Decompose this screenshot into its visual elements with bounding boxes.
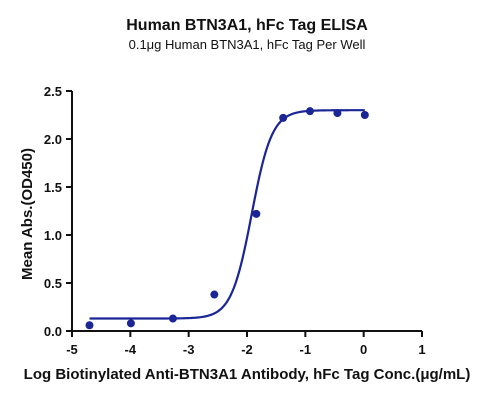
data-point: [252, 209, 261, 218]
x-axis-title: Log Biotinylated Anti-BTN3A1 Antibody, h…: [24, 366, 471, 383]
data-point: [210, 290, 219, 299]
data-point: [306, 107, 314, 116]
fit-curve-layer: [89, 109, 365, 320]
chart-subtitle: 0.1μg Human BTN3A1, hFc Tag Per Well: [129, 37, 366, 52]
y-axis-ticks: 0.0 0.5 1.0 1.5 2.0 2.5: [44, 84, 72, 339]
data-point: [168, 314, 177, 323]
x-tick-label: -5: [66, 342, 78, 357]
y-tick-label: 0.5: [44, 276, 62, 291]
x-axis-ticks: -5 -4 -3 -2 -1 0 1: [66, 331, 426, 357]
x-tick-label: 1: [418, 342, 425, 357]
y-tick-label: 1.5: [44, 180, 62, 195]
x-tick-label: 0: [360, 342, 367, 357]
data-point: [85, 321, 94, 330]
x-tick-label: -2: [241, 342, 253, 357]
y-tick-label: 2.5: [44, 84, 62, 99]
data-point: [333, 109, 342, 118]
data-points: [85, 107, 369, 330]
y-tick-label: 0.0: [44, 324, 62, 339]
y-tick-label: 2.0: [44, 132, 62, 147]
y-axis-title: Mean Abs.(OD450): [19, 148, 36, 280]
x-tick-label: -3: [183, 342, 195, 357]
x-tick-label: -1: [300, 342, 312, 357]
x-tick-label: -4: [125, 342, 137, 357]
y-tick-label: 1.0: [44, 228, 62, 243]
data-point: [360, 111, 369, 119]
data-point: [279, 113, 288, 122]
data-point: [126, 319, 135, 328]
fit-curve: [89, 109, 365, 320]
chart-title: Human BTN3A1, hFc Tag ELISA: [126, 17, 368, 34]
y-axis-title-group: Mean Abs.(OD450): [19, 148, 36, 280]
